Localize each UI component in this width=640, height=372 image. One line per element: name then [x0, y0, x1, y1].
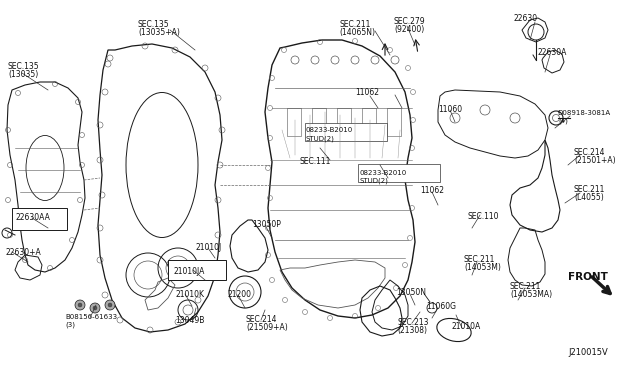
Text: (13035): (13035) — [8, 70, 38, 79]
Text: SEC.279: SEC.279 — [394, 17, 426, 26]
Text: SEC.111: SEC.111 — [300, 157, 332, 166]
Text: 13050P: 13050P — [252, 220, 281, 229]
Text: (21501+A): (21501+A) — [574, 156, 616, 165]
Bar — [312, 108, 326, 136]
Circle shape — [105, 300, 115, 310]
Text: 21010A: 21010A — [451, 322, 480, 331]
Text: STUD(2): STUD(2) — [306, 135, 335, 141]
Text: (13035+A): (13035+A) — [138, 28, 180, 37]
Text: SEC.211: SEC.211 — [574, 185, 605, 194]
Circle shape — [108, 303, 112, 307]
Text: 13050N: 13050N — [396, 288, 426, 297]
Text: 21010JA: 21010JA — [174, 267, 205, 276]
Text: 11060: 11060 — [438, 105, 462, 114]
Text: SEC.213: SEC.213 — [397, 318, 429, 327]
Text: SEC.211: SEC.211 — [339, 20, 371, 29]
Text: SEC.135: SEC.135 — [8, 62, 40, 71]
Text: 22630: 22630 — [513, 14, 537, 23]
Text: (92400): (92400) — [394, 25, 424, 34]
Bar — [305, 123, 387, 141]
Text: (14053M): (14053M) — [464, 263, 501, 272]
Text: 21010J: 21010J — [196, 243, 222, 252]
Text: SEC.211: SEC.211 — [464, 255, 495, 264]
Text: B08156-61633: B08156-61633 — [65, 314, 117, 320]
Circle shape — [90, 303, 100, 313]
Text: (14053MA): (14053MA) — [510, 290, 552, 299]
Text: (4): (4) — [558, 118, 568, 125]
Bar — [337, 108, 351, 136]
Text: 21200: 21200 — [228, 290, 252, 299]
Text: 21010K: 21010K — [175, 290, 204, 299]
Text: SEC.214: SEC.214 — [246, 315, 278, 324]
Bar — [168, 260, 226, 280]
Text: 22630A: 22630A — [538, 48, 568, 57]
Text: (21308): (21308) — [397, 326, 427, 335]
Text: SEC.135: SEC.135 — [138, 20, 170, 29]
Text: SEC.211: SEC.211 — [510, 282, 541, 291]
Text: 22630AA: 22630AA — [15, 213, 50, 222]
Text: (3): (3) — [65, 322, 75, 328]
Circle shape — [78, 303, 82, 307]
Text: 11062: 11062 — [420, 186, 444, 195]
Text: 08233-B2010: 08233-B2010 — [306, 127, 353, 133]
Text: SEC.110: SEC.110 — [468, 212, 499, 221]
Text: J210015V: J210015V — [568, 348, 608, 357]
Text: 08233-B2010: 08233-B2010 — [360, 170, 407, 176]
Text: FRONT: FRONT — [568, 272, 608, 282]
Text: 22630+A: 22630+A — [5, 248, 41, 257]
Bar — [287, 108, 301, 136]
Text: 11062: 11062 — [355, 88, 379, 97]
Bar — [362, 108, 376, 136]
FancyBboxPatch shape — [168, 260, 223, 280]
Bar — [387, 108, 401, 136]
Circle shape — [93, 306, 97, 310]
Bar — [358, 164, 440, 182]
FancyBboxPatch shape — [12, 208, 67, 230]
Text: Ð08918-3081A: Ð08918-3081A — [558, 110, 611, 116]
Text: 11060G: 11060G — [426, 302, 456, 311]
Text: SEC.214: SEC.214 — [574, 148, 605, 157]
Text: STUD(2): STUD(2) — [360, 178, 389, 185]
Text: 13049B: 13049B — [175, 316, 204, 325]
Text: (L4055): (L4055) — [574, 193, 604, 202]
Text: (14065N): (14065N) — [339, 28, 375, 37]
Circle shape — [75, 300, 85, 310]
Text: (21509+A): (21509+A) — [246, 323, 288, 332]
